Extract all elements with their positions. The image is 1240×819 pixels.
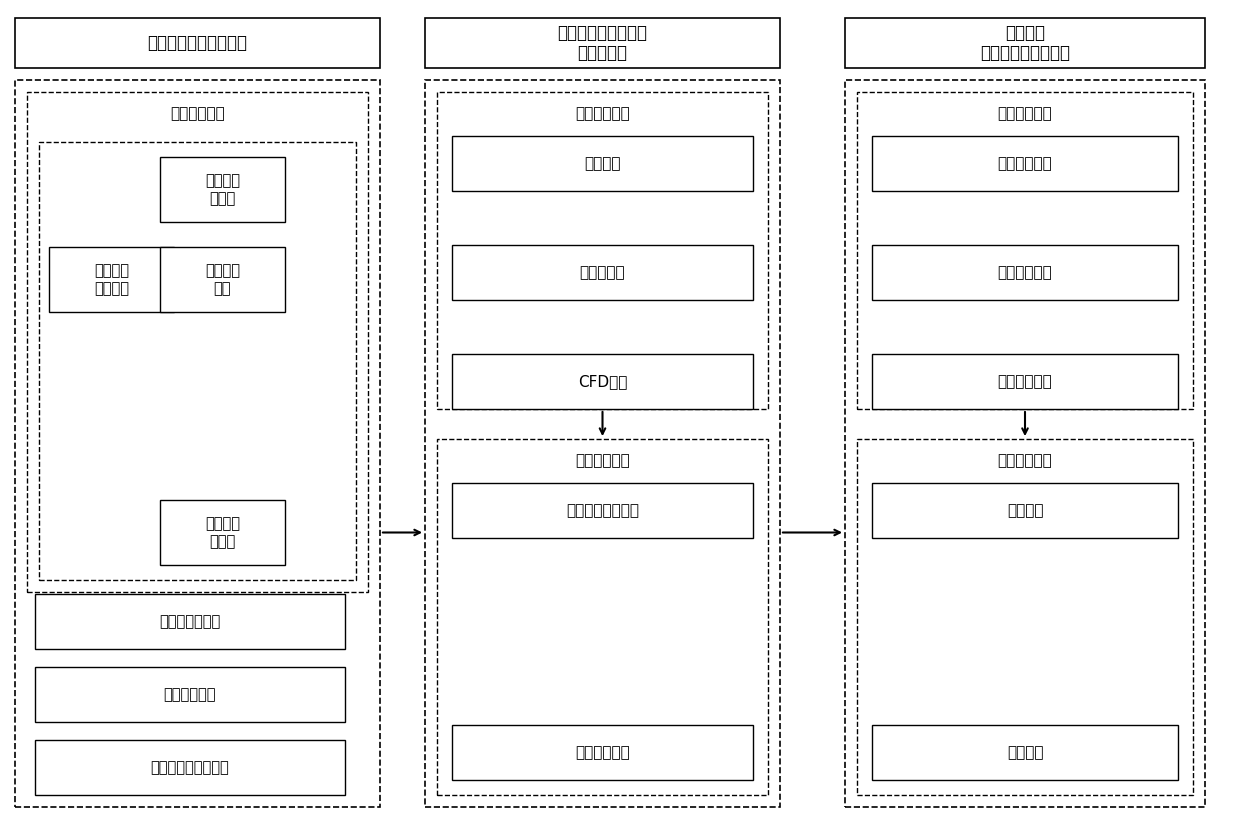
Text: 堆芯计算
区域: 堆芯计算 区域: [205, 263, 241, 296]
FancyBboxPatch shape: [15, 80, 379, 807]
Text: 主泵计算区域: 主泵计算区域: [164, 687, 216, 702]
Text: 双端压力边界: 双端压力边界: [575, 745, 630, 760]
Text: 建立计算模型: 建立计算模型: [575, 106, 630, 121]
Text: 稳压器计算区域: 稳压器计算区域: [160, 614, 221, 629]
FancyBboxPatch shape: [35, 667, 345, 722]
FancyBboxPatch shape: [453, 725, 753, 780]
Text: 区域内部划分: 区域内部划分: [170, 106, 224, 121]
Text: 数据迭代方案: 数据迭代方案: [998, 265, 1053, 280]
FancyBboxPatch shape: [425, 18, 780, 68]
FancyBboxPatch shape: [160, 247, 285, 312]
FancyBboxPatch shape: [872, 725, 1178, 780]
FancyBboxPatch shape: [436, 92, 768, 409]
Text: 收敛判定方案: 收敛判定方案: [998, 374, 1053, 389]
Text: 计算方案
及并行计算方案设置: 计算方案 及并行计算方案设置: [980, 24, 1070, 62]
FancyBboxPatch shape: [453, 354, 753, 409]
Text: 数据传递: 数据传递: [1007, 745, 1043, 760]
FancyBboxPatch shape: [38, 142, 356, 580]
FancyBboxPatch shape: [35, 594, 345, 649]
FancyBboxPatch shape: [872, 483, 1178, 538]
FancyBboxPatch shape: [872, 245, 1178, 300]
Text: 子通道模型: 子通道模型: [579, 265, 625, 280]
FancyBboxPatch shape: [872, 136, 1178, 191]
FancyBboxPatch shape: [453, 245, 753, 300]
Text: 入口流量出口压力: 入口流量出口压力: [565, 503, 639, 518]
Text: 设置边界条件: 设置边界条件: [575, 454, 630, 468]
Text: 上腔室计
算区域: 上腔室计 算区域: [205, 174, 241, 206]
Text: 设定计算方案: 设定计算方案: [998, 106, 1053, 121]
FancyBboxPatch shape: [50, 247, 174, 312]
FancyBboxPatch shape: [872, 354, 1178, 409]
FancyBboxPatch shape: [436, 439, 768, 795]
FancyBboxPatch shape: [857, 92, 1193, 409]
FancyBboxPatch shape: [35, 740, 345, 795]
FancyBboxPatch shape: [160, 157, 285, 222]
Text: 建立各分区计算模型
及边界条件: 建立各分区计算模型 及边界条件: [558, 24, 647, 62]
Text: CFD模型: CFD模型: [578, 374, 627, 389]
FancyBboxPatch shape: [160, 500, 285, 565]
FancyBboxPatch shape: [857, 439, 1193, 795]
FancyBboxPatch shape: [27, 92, 368, 592]
FancyBboxPatch shape: [844, 18, 1205, 68]
Text: 主冷却剂系统区域划分: 主冷却剂系统区域划分: [148, 34, 248, 52]
Text: 建立并行计算: 建立并行计算: [998, 454, 1053, 468]
Text: 节点模型: 节点模型: [584, 156, 621, 171]
FancyBboxPatch shape: [844, 80, 1205, 807]
Text: 下腔室计
算区域: 下腔室计 算区域: [205, 516, 241, 549]
Text: 负载平衡: 负载平衡: [1007, 503, 1043, 518]
FancyBboxPatch shape: [453, 483, 753, 538]
Text: 压力容器
计算区域: 压力容器 计算区域: [94, 263, 129, 296]
Text: 时间步长方案: 时间步长方案: [998, 156, 1053, 171]
FancyBboxPatch shape: [425, 80, 780, 807]
Text: 蒸汽发生器计算区域: 蒸汽发生器计算区域: [150, 760, 229, 775]
FancyBboxPatch shape: [15, 18, 379, 68]
FancyBboxPatch shape: [453, 136, 753, 191]
